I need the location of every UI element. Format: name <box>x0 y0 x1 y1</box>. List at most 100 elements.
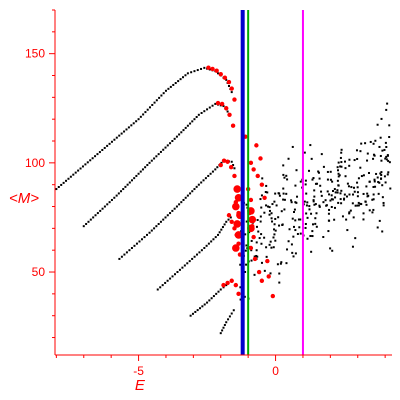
x-tick-label: 0 <box>272 364 279 378</box>
data-point <box>334 191 337 194</box>
data-point <box>278 272 281 275</box>
data-point <box>380 171 383 174</box>
data-point <box>339 198 342 201</box>
data-point <box>282 198 285 201</box>
data-point <box>291 217 294 220</box>
branch-point <box>161 284 164 287</box>
branch-point <box>196 253 199 256</box>
data-point <box>340 202 343 205</box>
data-point <box>360 142 363 145</box>
data-point <box>351 202 354 205</box>
branch-point <box>182 198 185 201</box>
branch-point <box>106 203 109 206</box>
red-data-point <box>221 158 227 163</box>
data-point <box>336 169 339 172</box>
data-point <box>290 243 293 246</box>
branch-point <box>230 312 233 315</box>
data-point <box>362 174 365 177</box>
branch-point <box>189 314 192 317</box>
red-data-point <box>248 197 254 203</box>
data-point <box>378 219 381 222</box>
data-point <box>290 199 293 202</box>
branch-point <box>225 78 228 81</box>
red-data-point <box>259 182 265 187</box>
branch-point <box>162 92 165 95</box>
data-point <box>308 208 311 211</box>
data-point <box>353 159 356 162</box>
branch-point <box>191 257 194 260</box>
data-point <box>337 172 340 175</box>
red-data-point <box>266 274 271 279</box>
red-data-point <box>229 86 234 91</box>
branch-point <box>159 150 162 153</box>
data-point <box>350 186 353 189</box>
y-tick-label: 150 <box>25 47 45 61</box>
data-point <box>294 229 297 232</box>
branch-point <box>155 225 158 228</box>
data-point <box>387 171 390 174</box>
data-point <box>317 170 320 173</box>
branch-point <box>176 271 179 274</box>
branch-point <box>108 142 111 145</box>
branch-point <box>124 185 127 188</box>
branch-point <box>200 181 203 184</box>
data-point <box>278 281 281 284</box>
data-point <box>315 212 318 215</box>
data-point <box>383 148 386 151</box>
branch-point <box>173 207 176 210</box>
data-point <box>273 200 276 203</box>
red-data-point <box>255 173 260 179</box>
data-point <box>294 219 297 222</box>
branch-point <box>197 113 200 116</box>
red-data-point <box>232 202 240 211</box>
branch-point <box>211 170 214 173</box>
data-point <box>268 243 271 246</box>
branch-point <box>128 181 131 184</box>
branch-point <box>198 251 201 254</box>
red-data-point <box>233 282 239 288</box>
data-point <box>239 263 242 266</box>
data-point <box>292 225 295 228</box>
data-point <box>373 178 376 181</box>
branch-point <box>223 323 226 326</box>
branch-point <box>169 277 172 280</box>
data-point <box>373 180 376 183</box>
data-point <box>296 195 299 198</box>
data-point <box>324 199 327 202</box>
data-point <box>349 209 352 212</box>
branch-point <box>201 305 204 308</box>
red-data-point <box>252 256 258 262</box>
branch-point <box>203 66 206 69</box>
branch-point <box>148 106 151 109</box>
branch-point <box>233 167 236 170</box>
data-point <box>336 191 339 194</box>
branch-point <box>195 185 198 188</box>
branch-point <box>186 194 189 197</box>
data-point <box>265 255 268 258</box>
red-data-point <box>229 219 234 225</box>
branch-point <box>125 251 128 254</box>
branch-point <box>99 209 102 212</box>
branch-point <box>79 167 82 170</box>
branch-point <box>178 203 181 206</box>
data-point <box>339 165 342 168</box>
branch-point <box>221 329 224 332</box>
branch-point <box>182 129 185 132</box>
branch-point <box>222 326 225 329</box>
data-point <box>343 198 346 201</box>
data-point <box>354 204 357 207</box>
red-data-point <box>233 220 241 228</box>
data-point <box>295 169 298 172</box>
data-point <box>312 223 315 226</box>
data-point <box>383 175 386 178</box>
branch-point <box>141 168 144 171</box>
data-point <box>309 234 312 237</box>
x-tick-label: -5 <box>133 364 144 378</box>
branch-point <box>157 153 160 156</box>
data-point <box>303 200 306 203</box>
data-point <box>268 209 271 212</box>
branch-point <box>200 111 203 114</box>
branch-point <box>164 216 167 219</box>
data-point <box>362 192 365 195</box>
branch-point <box>228 315 231 318</box>
